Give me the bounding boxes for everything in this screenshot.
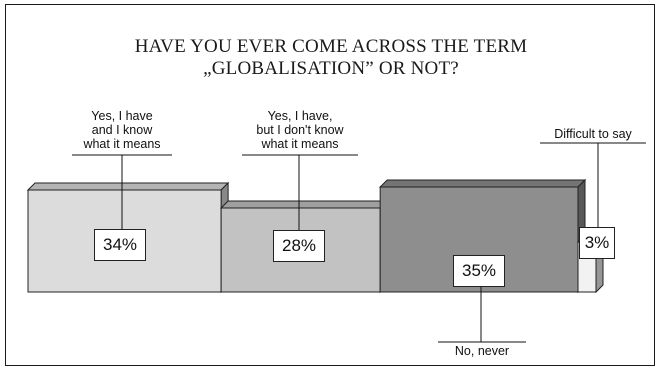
chart-title-line-2: „GLOBALISATION” OR NOT? (203, 58, 459, 79)
category-label-no-never: No, never (438, 344, 526, 358)
category-label-yes-know: Yes, I have and I know what it means (72, 109, 172, 151)
category-label-yes-dont-know-line-2: but I don't know (256, 123, 344, 137)
category-label-yes-know-line-2: and I know (91, 123, 153, 137)
bar-top-yes-dont-know (219, 200, 389, 209)
category-label-yes-know-line-3: what it means (83, 137, 161, 151)
category-label-yes-dont-know: Yes, I have, but I don't know what it me… (242, 109, 358, 151)
bar-top-no-never (378, 179, 587, 188)
value-label-yes-know: 34% (94, 229, 146, 261)
chart-title-line-1: HAVE YOU EVER COME ACROSS THE TERM (134, 36, 528, 57)
value-label-difficult: 3% (579, 227, 615, 259)
chart-title: HAVE YOU EVER COME ACROSS THE TERM „GLOB… (0, 36, 662, 80)
value-label-yes-dont-know: 28% (273, 230, 325, 262)
value-label-no-never: 35% (453, 255, 505, 287)
category-label-yes-dont-know-line-1: Yes, I have, (267, 109, 333, 123)
category-label-difficult: Difficult to say (540, 127, 646, 141)
bar-top-yes-know (26, 182, 230, 191)
category-label-yes-dont-know-line-3: what it means (261, 137, 339, 151)
category-label-difficult-line-1: Difficult to say (554, 127, 632, 141)
category-label-no-never-line-1: No, never (454, 344, 510, 358)
category-label-yes-know-line-1: Yes, I have (91, 109, 153, 123)
